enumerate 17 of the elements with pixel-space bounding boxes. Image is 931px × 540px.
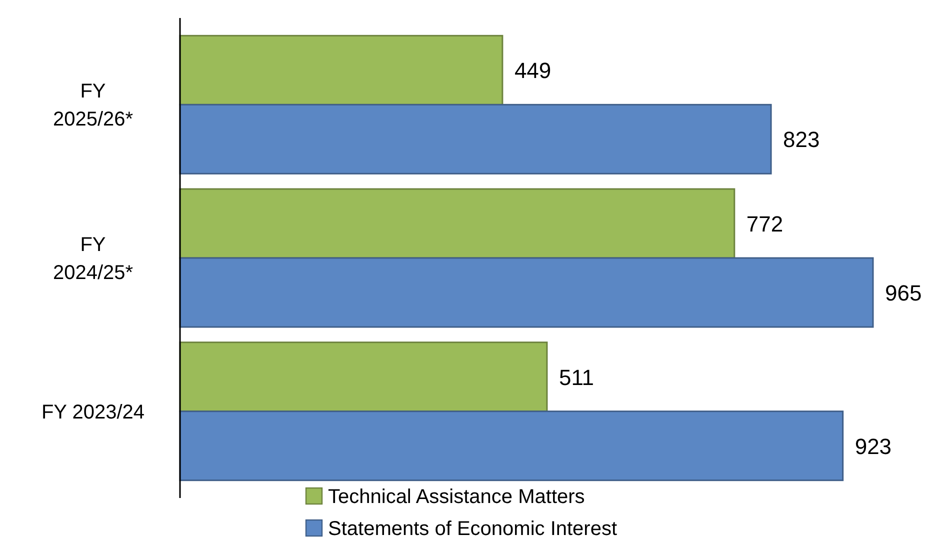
- data-label: 511: [558, 364, 594, 390]
- data-label: 449: [514, 58, 552, 84]
- y-tick-label: FY 2023/24: [41, 401, 145, 424]
- bar: [179, 410, 844, 482]
- y-tick-label: FY 2025/26*: [52, 80, 134, 131]
- legend-label: Statements of Economic Interest: [328, 518, 618, 540]
- bar: [179, 257, 874, 328]
- bar: [179, 34, 504, 106]
- bar: [179, 104, 772, 174]
- data-label: 772: [746, 212, 784, 236]
- data-label: 965: [885, 280, 922, 306]
- bar: [179, 188, 736, 259]
- bar: [179, 342, 548, 412]
- y-tick-label: FY 2024/25*: [52, 234, 134, 284]
- legend-label: Technical Assistance Matters: [328, 486, 585, 508]
- data-label: 923: [854, 434, 892, 459]
- data-label: 823: [783, 127, 820, 152]
